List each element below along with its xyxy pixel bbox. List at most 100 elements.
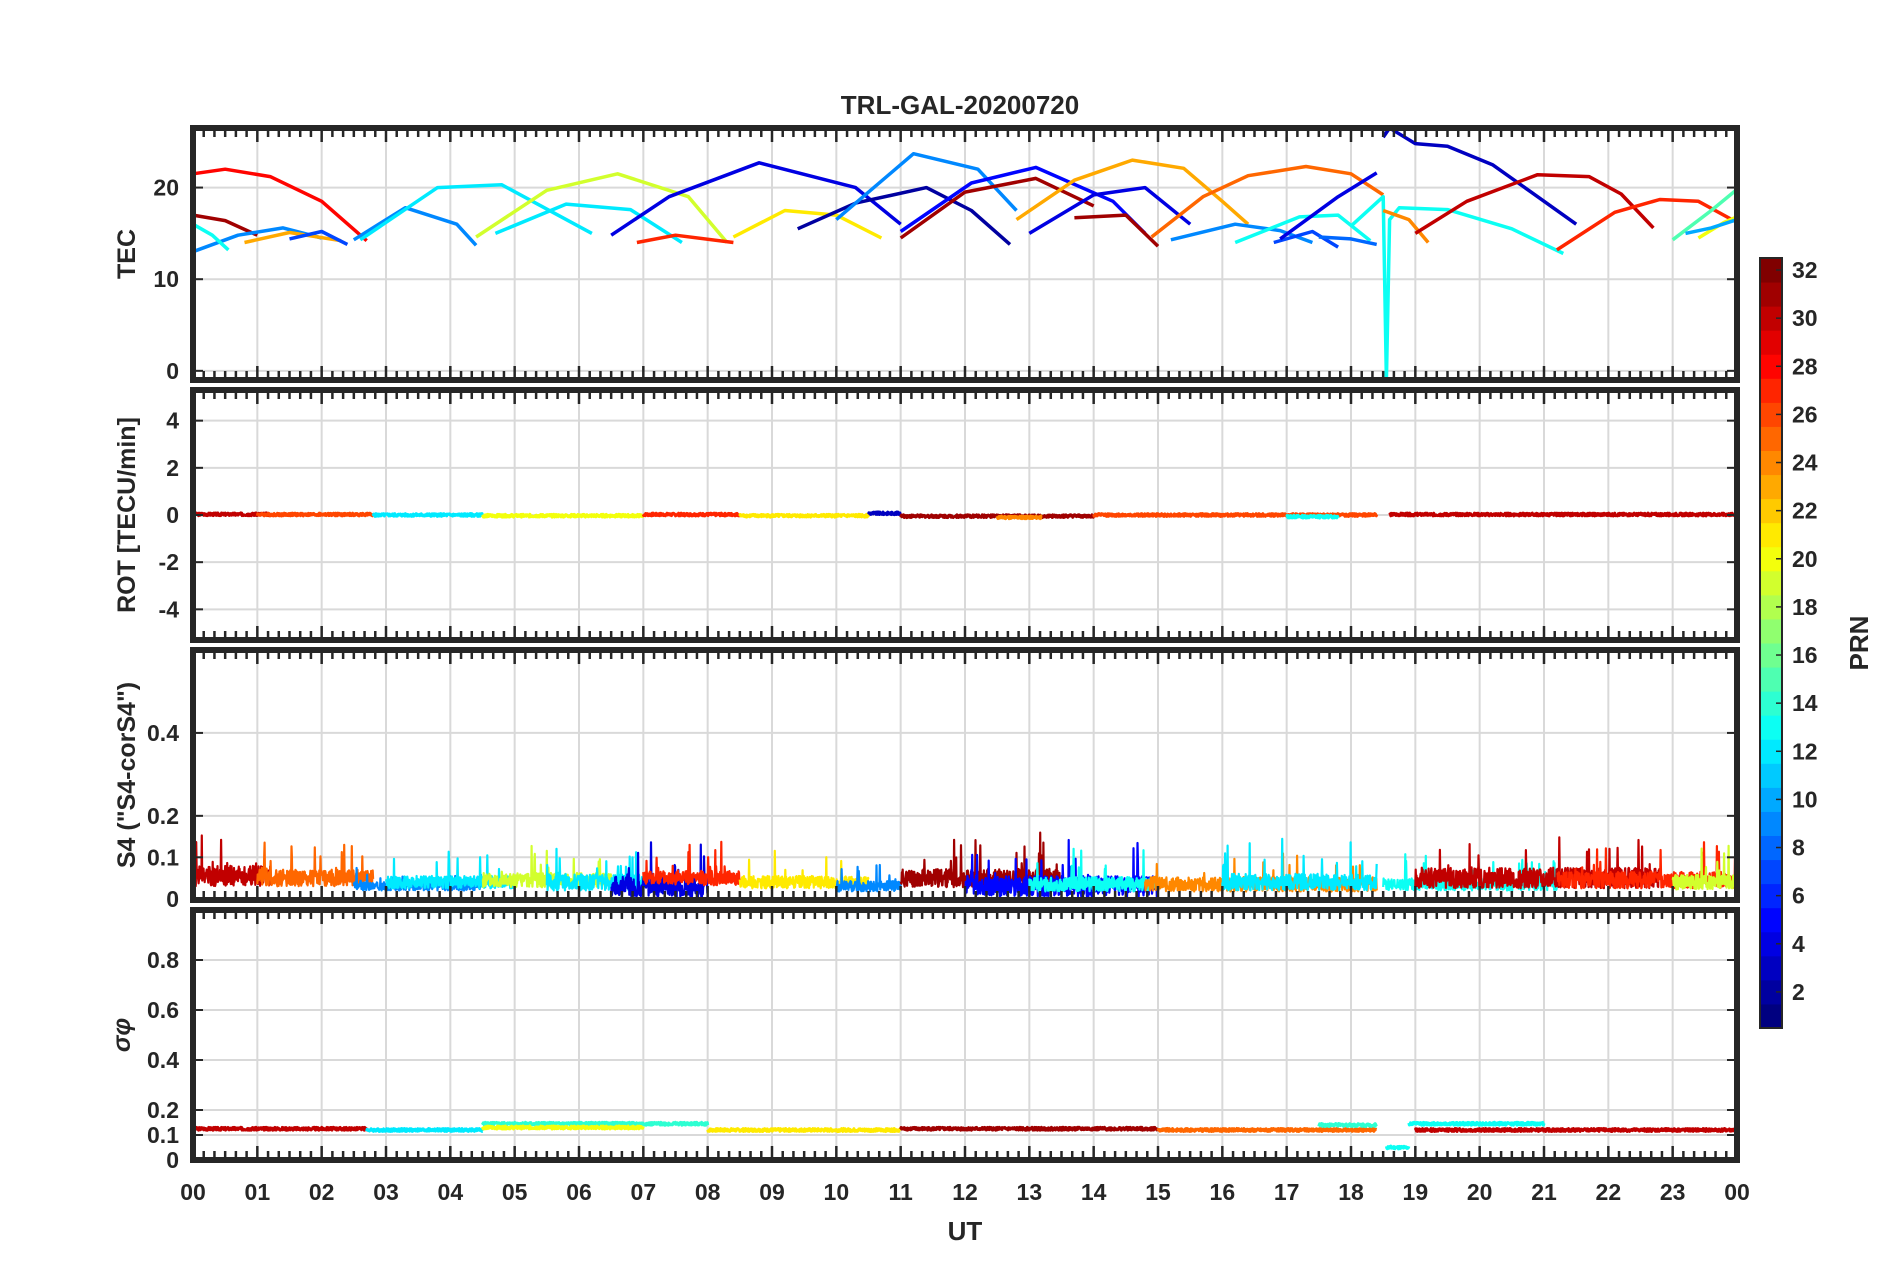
rot-series-prn-20 [481, 512, 645, 519]
s4-series-prn-27 [642, 840, 741, 887]
y-tick-label: 0.2 [147, 1097, 179, 1123]
sigma_phi-series-prn-31 [899, 1125, 1160, 1132]
x-tick-label: 08 [695, 1179, 721, 1205]
tec-series-prn-30 [1414, 172, 1655, 235]
colorbar-band [1760, 883, 1782, 909]
tec-series-prn-4 [1028, 185, 1192, 235]
colorbar-tick-label: 18 [1792, 594, 1818, 620]
rot-ylabel: ROT [TECU/min] [113, 417, 141, 613]
colorbar-tick-label: 24 [1792, 450, 1818, 476]
s4-series-prn-21 [738, 849, 870, 890]
panel-s4: 0 0.1 0.2 0.4 S4 ("S4-corS4") [113, 647, 1740, 912]
rot-series-prn-13 [1285, 513, 1340, 520]
tec-series-prn-25 [1150, 164, 1385, 239]
tec-series-prn-23 [1015, 158, 1250, 226]
tec-series-prn-19 [475, 172, 729, 244]
panel-tec: 0 10 20 TEC [113, 125, 1740, 384]
tec-series-prn-27 [1555, 197, 1738, 252]
colorbar-band [1760, 426, 1782, 451]
panel-sigma-phi-lines [191, 1120, 1739, 1151]
x-tick-label: 13 [1017, 1179, 1043, 1205]
x-tick-label: 05 [502, 1179, 528, 1205]
x-tick-label: 00 [180, 1179, 206, 1205]
colorbar-band [1760, 859, 1782, 885]
y-tick-label: 20 [153, 175, 179, 201]
panel-rot-yticks: -4 -2 0 2 4 [159, 408, 1737, 622]
colorbar-band [1760, 570, 1782, 596]
panel-s4-minor-ticks [191, 650, 1739, 900]
tec-series-prn-13 [1349, 194, 1565, 382]
tec-series-prn-31 [192, 213, 259, 237]
sigma-phi-ylabel: σφ [108, 1018, 136, 1052]
x-tick-label: 15 [1145, 1179, 1171, 1205]
sigma_phi-series-prn-21 [706, 1127, 903, 1133]
colorbar-band [1760, 979, 1782, 1005]
colorbar-band [1760, 378, 1782, 403]
colorbar-tick-label: 14 [1792, 690, 1818, 716]
y-tick-label: 0.6 [147, 997, 179, 1023]
colorbar-band [1760, 594, 1782, 620]
x-tick-label: 20 [1467, 1179, 1493, 1205]
colorbar-band [1760, 763, 1782, 788]
rot-series-prn-12 [371, 512, 484, 518]
tec-series-prn-4 [1279, 171, 1378, 241]
x-tick-label: 18 [1338, 1179, 1364, 1205]
y-tick-label: 2 [166, 455, 179, 481]
colorbar-band [1760, 1003, 1782, 1029]
colorbar-tick-label: 26 [1792, 401, 1818, 427]
tec-series-prn-7 [1273, 229, 1340, 249]
colorbar-bands [1760, 258, 1782, 1029]
y-tick-label: 10 [153, 266, 179, 292]
s4-series-prn-4 [610, 841, 709, 898]
panel-sigma-phi-yticks: 00.10.2 0.4 0.6 0.8 [147, 947, 1737, 1173]
x-tick-label: 19 [1403, 1179, 1429, 1205]
s4-series-prn-13 [1028, 847, 1160, 893]
colorbar-band [1760, 907, 1782, 933]
tec-series-prn-7 [289, 229, 349, 246]
y-tick-label: 0.4 [147, 720, 179, 746]
x-tick-label: 17 [1274, 1179, 1300, 1205]
colorbar-label: PRN [1844, 616, 1874, 671]
panel-s4-yticks: 0 0.1 0.2 0.4 [147, 720, 1737, 912]
rot-series-prn-21 [738, 512, 870, 519]
colorbar-band [1760, 787, 1782, 812]
sigma_phi-series-prn-13 [1384, 1144, 1411, 1151]
x-tick-label: 21 [1531, 1179, 1557, 1205]
s4-series-prn-30 [1414, 836, 1661, 890]
x-tick-label: 06 [566, 1179, 592, 1205]
colorbar-band [1760, 330, 1782, 355]
y-tick-label: 0.1 [147, 1122, 179, 1148]
x-tick-label: 23 [1660, 1179, 1686, 1205]
colorbar-band [1760, 835, 1782, 861]
colorbar-tick-label: 4 [1792, 931, 1805, 957]
colorbar-tick-label: 30 [1792, 305, 1818, 331]
tec-series-prn-10 [1685, 217, 1738, 236]
tec-series-prn-31 [899, 176, 1095, 240]
colorbar-band [1760, 739, 1782, 764]
colorbar-band [1760, 282, 1782, 307]
colorbar-band [1760, 618, 1782, 644]
tec-series-prn-13 [192, 222, 230, 252]
colorbar-tick-label: 16 [1792, 642, 1818, 668]
x-tick-label: 03 [373, 1179, 399, 1205]
s4-ylabel: S4 ("S4-corS4") [113, 682, 141, 868]
colorbar-band [1760, 258, 1782, 283]
s4-series-prn-19 [1671, 844, 1739, 891]
x-tick-labels: 00 01 02 03 04 05 06 07 08 09 10 11 12 13 14 15 16 17 18 19… [180, 1179, 1750, 1205]
panel-tec-minor-ticks [191, 128, 1739, 380]
colorbar-band [1760, 667, 1782, 692]
x-tick-label: 11 [889, 1179, 914, 1205]
y-tick-label: 0 [166, 1147, 179, 1173]
x-tick-label: 09 [759, 1179, 785, 1205]
x-tick-label: 22 [1596, 1179, 1622, 1205]
chart-title: TRL-GAL-20200720 [841, 90, 1079, 120]
tec-series-prn-27 [636, 233, 734, 245]
colorbar-band [1760, 402, 1782, 427]
colorbar-tick-label: 2 [1792, 979, 1805, 1005]
sigma_phi-series-prn-14 [1317, 1122, 1378, 1128]
colorbar-frame [1759, 257, 1783, 1029]
colorbar-band [1760, 955, 1782, 981]
